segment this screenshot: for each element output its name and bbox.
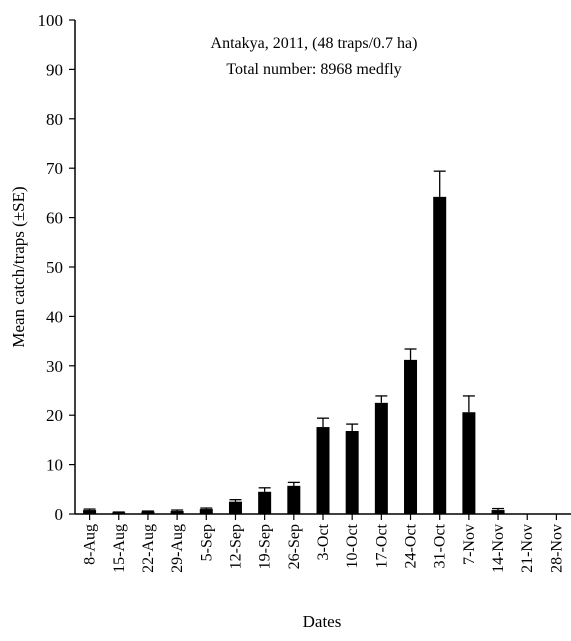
y-tick-label: 20 <box>46 406 63 425</box>
y-tick-label: 90 <box>46 60 63 79</box>
bar <box>170 511 184 514</box>
bar <box>433 196 447 515</box>
y-tick-label: 50 <box>46 258 63 277</box>
y-axis-title: Mean catch/traps (±SE) <box>9 186 28 347</box>
bar <box>491 510 505 514</box>
x-tick-label: 10-Oct <box>344 523 361 568</box>
x-tick-label: 7-Nov <box>461 524 478 565</box>
bar <box>462 412 476 514</box>
x-tick-label: 31-Oct <box>432 523 449 568</box>
x-tick-label: 29-Aug <box>169 524 186 573</box>
y-tick-label: 30 <box>46 357 63 376</box>
x-tick-label: 3-Oct <box>315 523 332 560</box>
bar <box>141 511 155 514</box>
x-tick-label: 12-Sep <box>227 524 244 569</box>
bar <box>83 510 97 514</box>
bar <box>199 509 213 514</box>
bar <box>316 427 330 514</box>
x-axis-title: Dates <box>303 612 342 631</box>
x-tick-label: 24-Oct <box>403 523 420 568</box>
x-tick-label: 22-Aug <box>140 524 157 573</box>
y-tick-label: 0 <box>55 505 64 524</box>
x-tick-label: 19-Sep <box>257 524 274 569</box>
y-axis: 0 10 20 30 40 50 60 70 80 90 100 <box>38 11 75 524</box>
x-tick-label: 17-Oct <box>373 523 390 568</box>
x-tick-label: 15-Aug <box>111 524 128 573</box>
y-tick-label: 10 <box>46 456 63 475</box>
bar <box>404 359 418 514</box>
x-tick-label: 5-Sep <box>198 524 215 561</box>
x-tick-label: 8-Aug <box>82 524 99 565</box>
bar <box>228 501 242 514</box>
y-tick-label: 100 <box>38 11 64 30</box>
bar <box>287 485 301 514</box>
x-tick-label: 28-Nov <box>548 524 565 573</box>
y-tick-label: 60 <box>46 209 63 228</box>
bar <box>345 431 359 514</box>
y-tick-label: 40 <box>46 307 63 326</box>
x-tick-label: 26-Sep <box>286 524 303 569</box>
bar <box>374 402 388 514</box>
bars <box>83 170 505 515</box>
y-tick-label: 80 <box>46 110 63 129</box>
bar <box>258 491 272 514</box>
x-axis: 8-Aug 15-Aug 22-Aug 29-Aug 5-Sep 12-Sep 19-Sep… <box>82 514 565 573</box>
x-tick-label: 14-Nov <box>490 524 507 573</box>
annotation-line-1: Antakya, 2011, (48 traps/0.7 ha) <box>211 35 418 52</box>
x-tick-label: 21-Nov <box>519 524 536 573</box>
annotation-line-2: Total number: 8968 medfly <box>226 61 401 78</box>
y-tick-label: 70 <box>46 159 63 178</box>
